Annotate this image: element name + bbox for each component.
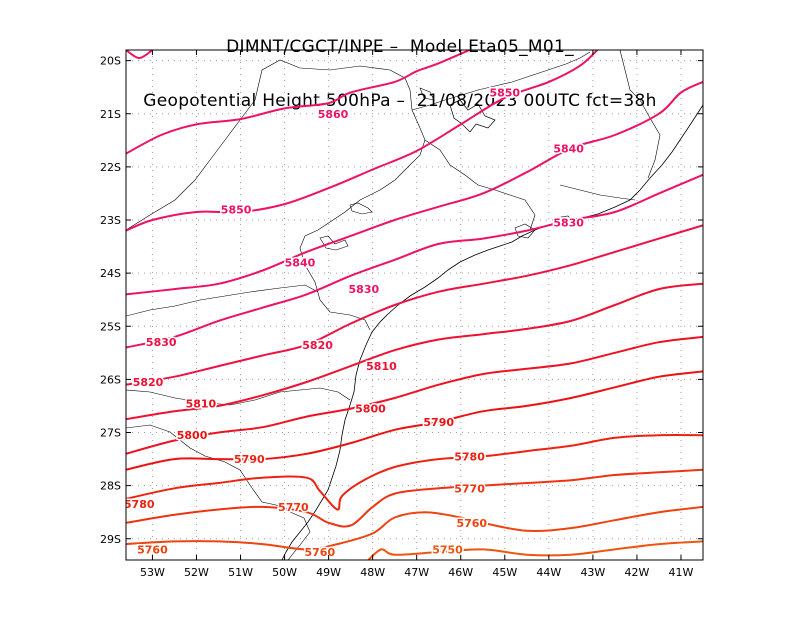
plot-frame xyxy=(125,49,704,561)
lon-label: 47W xyxy=(404,566,429,579)
contour-label: 5830 xyxy=(146,336,177,349)
contour-5800 xyxy=(126,335,703,455)
contour-labels: 5860 5850 5840 5830 5820 5810 5800 5790 5780 5770… xyxy=(124,85,586,560)
lat-label: 24S xyxy=(100,267,121,280)
lon-label: 48W xyxy=(360,566,385,579)
lon-label: 43W xyxy=(580,566,605,579)
contour-5750 xyxy=(367,540,703,560)
contour-label: 5780 xyxy=(124,498,155,511)
lat-label: 21S xyxy=(100,108,121,121)
island xyxy=(514,223,536,239)
graticule-grid xyxy=(126,50,703,560)
contour-label: 5810 xyxy=(366,360,397,373)
lat-label: 22S xyxy=(100,161,121,174)
contour-label: 5820 xyxy=(302,339,333,352)
contour-5780 xyxy=(126,433,703,511)
reservoir xyxy=(449,99,496,133)
contour-lines xyxy=(126,50,703,560)
map-title: DIMNT/CGCT/INPE – Model Eta05_M01_ Geopo… xyxy=(0,2,800,128)
contour-label: 5780 xyxy=(454,450,485,463)
state-border xyxy=(126,424,311,560)
lat-label: 23S xyxy=(100,214,121,227)
contour-label: 5790 xyxy=(423,416,454,429)
contour-label: 5830 xyxy=(349,283,380,296)
title-line-1: DIMNT/CGCT/INPE – Model Eta05_M01_ xyxy=(226,37,574,57)
lon-label: 42W xyxy=(624,566,649,579)
state-border xyxy=(559,184,636,201)
state-border xyxy=(424,139,536,231)
contour-label: 5820 xyxy=(133,376,164,389)
latitude-labels: 20S 21S 22S 23S 24S 25S 26S 27S 28S 29S xyxy=(100,55,121,546)
lat-label: 20S xyxy=(100,55,121,68)
state-border xyxy=(411,51,591,111)
contour-5840 xyxy=(126,80,703,296)
contour-label: 5790 xyxy=(234,453,265,466)
lat-label: 27S xyxy=(100,427,121,440)
contour-label: 5760 xyxy=(137,543,168,556)
reservoir xyxy=(319,235,349,251)
lon-label: 52W xyxy=(184,566,209,579)
contour-5790 xyxy=(126,370,703,471)
contour-label: 5800 xyxy=(177,429,208,442)
lon-label: 49W xyxy=(316,566,341,579)
contour-label: 5860 xyxy=(318,108,349,121)
contour-label: 5760 xyxy=(456,517,487,530)
lon-label: 51W xyxy=(228,566,253,579)
contour-label: 5840 xyxy=(285,257,316,270)
contour-label: 5800 xyxy=(355,403,386,416)
lon-label: 44W xyxy=(536,566,561,579)
state-border xyxy=(619,50,661,179)
axis-ticks xyxy=(126,50,703,560)
contour-label: 5830 xyxy=(553,217,584,230)
lon-label: 45W xyxy=(492,566,517,579)
contour-label: 5850 xyxy=(489,87,520,100)
contour-label: 5810 xyxy=(186,397,217,410)
state-border xyxy=(126,59,426,331)
state-border xyxy=(126,284,319,317)
lat-label: 29S xyxy=(100,533,121,546)
lon-label: 41W xyxy=(669,566,694,579)
contour-5810 xyxy=(126,282,703,421)
contour-label: 5770 xyxy=(278,501,309,514)
contour-label: 5850 xyxy=(221,203,252,216)
contour-5830 xyxy=(126,173,703,349)
coastline-borders xyxy=(126,50,703,560)
reservoir xyxy=(349,202,373,215)
reservoir xyxy=(419,87,435,101)
contour-5820 xyxy=(126,224,703,386)
contour-5850 xyxy=(126,50,598,232)
contour-label: 5750 xyxy=(432,543,463,556)
lon-label: 50W xyxy=(272,566,297,579)
lat-label: 25S xyxy=(100,320,121,333)
contour-5760 xyxy=(126,505,703,551)
title-line-2: Geopotential Height 500hPa – 21/08/2023 … xyxy=(143,91,657,111)
lon-label: 46W xyxy=(448,566,473,579)
contour-5860 xyxy=(126,50,470,155)
contour-label: 5840 xyxy=(553,142,584,155)
lat-label: 26S xyxy=(100,373,121,386)
contour-5860 xyxy=(126,50,153,60)
coastline xyxy=(281,104,703,560)
contour-label: 5770 xyxy=(454,482,485,495)
state-border xyxy=(126,387,351,406)
longitude-labels: 53W 52W 51W 50W 49W 48W 47W 46W 45W 44W 43W 42W 41W xyxy=(140,566,694,579)
contour-5770 xyxy=(126,468,703,528)
lat-label: 28S xyxy=(100,480,121,493)
contour-label: 5760 xyxy=(304,546,335,559)
lon-label: 53W xyxy=(140,566,165,579)
